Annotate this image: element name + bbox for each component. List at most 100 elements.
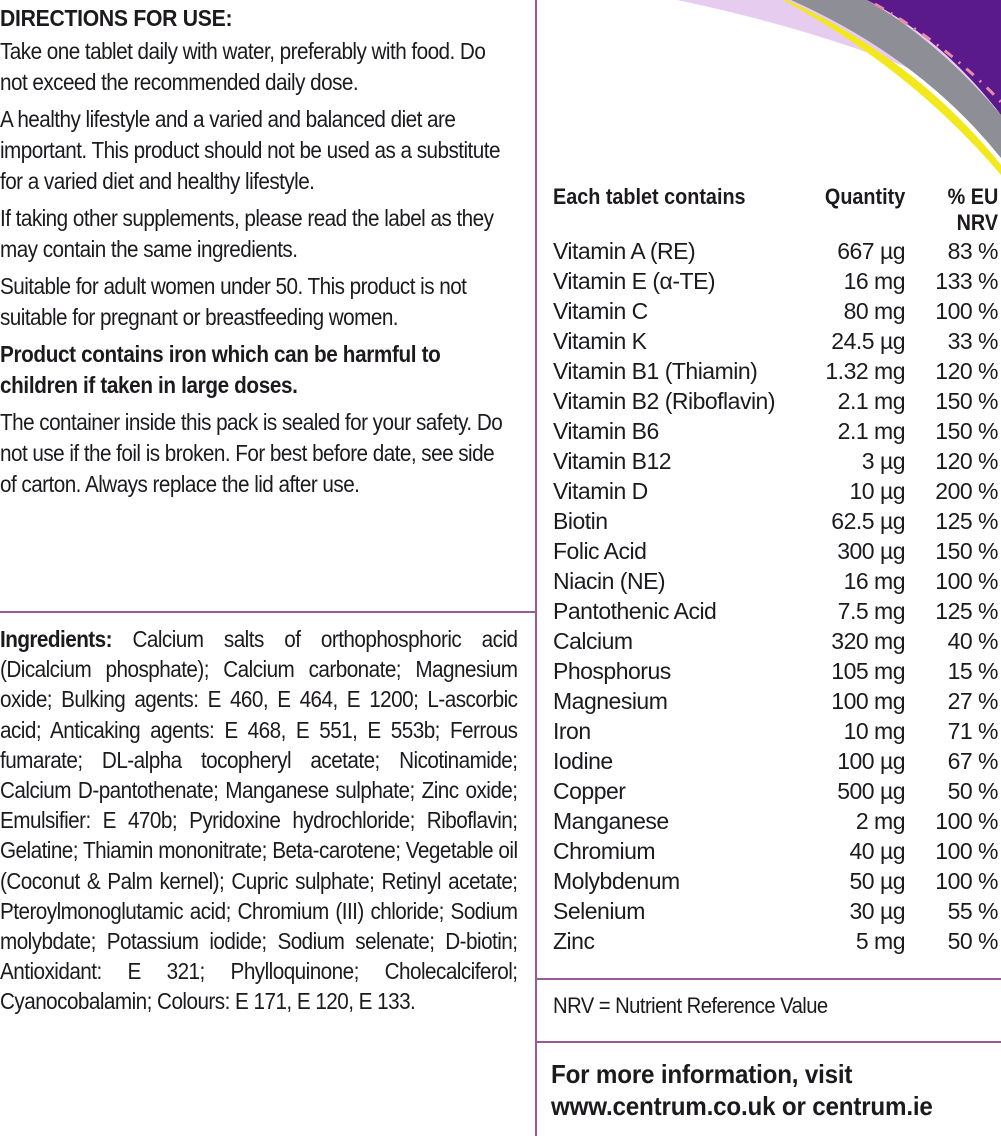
- nutrient-nrv-percent: 100 %: [935, 838, 998, 864]
- storage-note: The container inside this pack is sealed…: [0, 409, 503, 497]
- nutrient-quantity: 10 µg: [849, 478, 905, 504]
- nutrient-quantity: 30 µg: [849, 898, 905, 924]
- nutrient-row: Molybdenum 50 µg 100 %: [553, 866, 999, 896]
- nutrient-row: Vitamin B12 3 µg 120 %: [553, 446, 999, 476]
- nutrient-name: Vitamin A (RE): [553, 238, 696, 264]
- nutrient-row: Copper 500 µg 50 %: [553, 776, 999, 806]
- nutrient-nrv-percent: 100 %: [935, 868, 998, 894]
- nutrient-name: Molybdenum: [553, 868, 680, 894]
- horizontal-divider-table-bottom: [537, 978, 1001, 980]
- nutrient-nrv-percent: 83 %: [947, 238, 999, 264]
- ingredients-text: Calcium salts of orthophosphoric acid (D…: [0, 626, 518, 1015]
- nutrient-quantity: 667 µg: [837, 238, 905, 264]
- nutrient-name: Vitamin B6: [553, 418, 659, 444]
- nutrient-nrv-percent: 125 %: [935, 508, 998, 534]
- iron-warning: Product contains iron which can be harmf…: [0, 341, 441, 398]
- nutrient-row: Vitamin B6 2.1 mg 150 %: [553, 416, 999, 446]
- nutrition-table-body: Vitamin A (RE) 667 µg 83 % Vitamin E (α-TE)…: [553, 236, 999, 956]
- nutrient-name: Folic Acid: [553, 538, 647, 564]
- nutrient-name: Pantothenic Acid: [553, 598, 717, 624]
- nutrient-quantity: 62.5 µg: [831, 508, 905, 534]
- nutrient-nrv-percent: 15 %: [947, 658, 999, 684]
- ingredients-label: Ingredients:: [0, 626, 113, 652]
- column-header-nutrient: Each tablet contains: [553, 184, 746, 209]
- directions-section: DIRECTIONS FOR USE: Take one tablet dail…: [0, 4, 520, 506]
- nutrient-name: Chromium: [553, 838, 656, 864]
- nutrient-quantity: 24.5 µg: [831, 328, 905, 354]
- nutrient-quantity: 3 µg: [861, 448, 906, 474]
- nutrient-quantity: 16 mg: [843, 268, 906, 294]
- nutrient-row: Niacin (NE) 16 mg 100 %: [553, 566, 999, 596]
- nutrient-row: Calcium 320 mg 40 %: [553, 626, 999, 656]
- nutrient-nrv-percent: 150 %: [935, 538, 998, 564]
- column-header-nrv: % EU NRV: [947, 184, 998, 235]
- vertical-divider: [535, 0, 537, 1136]
- nrv-footnote: NRV = Nutrient Reference Value: [553, 993, 828, 1018]
- nutrient-quantity: 40 µg: [849, 838, 905, 864]
- nutrient-nrv-percent: 120 %: [935, 448, 998, 474]
- nutrient-quantity: 500 µg: [837, 778, 905, 804]
- directions-title: DIRECTIONS FOR USE:: [0, 5, 233, 31]
- nutrient-quantity: 1.32 mg: [825, 358, 905, 384]
- nutrient-row: Vitamin C 80 mg 100 %: [553, 296, 999, 326]
- nutrient-row: Pantothenic Acid 7.5 mg 125 %: [553, 596, 999, 626]
- nutrient-nrv-percent: 100 %: [935, 568, 998, 594]
- nutrient-row: Selenium 30 µg 55 %: [553, 896, 999, 926]
- nutrient-name: Copper: [553, 778, 626, 804]
- nutrient-name: Calcium: [553, 628, 633, 654]
- more-info-line: For more information, visit: [551, 1059, 853, 1089]
- directions-paragraph: Suitable for adult women under 50. This …: [0, 273, 467, 330]
- nutrient-quantity: 2.1 mg: [837, 388, 906, 414]
- directions-paragraph: Take one tablet daily with water, prefer…: [0, 38, 486, 95]
- ingredients-section: Ingredients: Calcium salts of orthophosp…: [0, 624, 518, 1017]
- nutrient-row: Vitamin A (RE) 667 µg 83 %: [553, 236, 999, 266]
- nutrient-name: Vitamin B12: [553, 448, 672, 474]
- nutrient-nrv-percent: 150 %: [935, 418, 998, 444]
- nutrition-table: Each tablet contains Quantity % EU NRV Vi…: [553, 184, 999, 956]
- column-header-quantity: Quantity: [824, 184, 905, 209]
- nutrient-name: Vitamin B1 (Thiamin): [553, 358, 758, 384]
- nutrient-quantity: 100 mg: [831, 688, 905, 714]
- nutrient-quantity: 2 mg: [855, 808, 906, 834]
- nutrient-name: Manganese: [553, 808, 669, 834]
- nutrient-quantity: 100 µg: [837, 748, 905, 774]
- nutrient-row: Biotin 62.5 µg 125 %: [553, 506, 999, 536]
- nutrient-row: Zinc 5 mg 50 %: [553, 926, 999, 956]
- nutrient-nrv-percent: 125 %: [935, 598, 998, 624]
- nutrient-name: Vitamin K: [553, 328, 647, 354]
- nutrient-nrv-percent: 133 %: [935, 268, 998, 294]
- nutrient-name: Biotin: [553, 508, 608, 534]
- nutrient-nrv-percent: 27 %: [947, 688, 999, 714]
- nutrient-row: Phosphorus 105 mg 15 %: [553, 656, 999, 686]
- nutrient-nrv-percent: 100 %: [935, 298, 998, 324]
- directions-paragraph: If taking other supplements, please read…: [0, 205, 494, 262]
- nutrient-nrv-percent: 100 %: [935, 808, 998, 834]
- nutrient-quantity: 50 µg: [849, 868, 905, 894]
- nutrient-name: Phosphorus: [553, 658, 671, 684]
- nutrient-row: Manganese 2 mg 100 %: [553, 806, 999, 836]
- horizontal-divider-left: [0, 611, 535, 613]
- nutrient-quantity: 5 mg: [855, 928, 906, 954]
- website-link-text: www.centrum.co.uk or centrum.ie: [551, 1091, 933, 1121]
- nutrient-name: Iron: [553, 718, 591, 744]
- nutrient-nrv-percent: 200 %: [935, 478, 998, 504]
- nutrient-nrv-percent: 67 %: [947, 748, 999, 774]
- nutrient-nrv-percent: 33 %: [947, 328, 999, 354]
- nutrient-name: Vitamin C: [553, 298, 648, 324]
- decorative-swoosh-graphic: [677, 0, 1001, 175]
- nutrient-row: Chromium 40 µg 100 %: [553, 836, 999, 866]
- nutrient-nrv-percent: 50 %: [947, 778, 999, 804]
- nutrient-nrv-percent: 120 %: [935, 358, 998, 384]
- nutrient-row: Vitamin E (α-TE) 16 mg 133 %: [553, 266, 999, 296]
- nutrient-name: Vitamin D: [553, 478, 648, 504]
- horizontal-divider-footnote-bottom: [537, 1041, 1001, 1043]
- nutrient-name: Magnesium: [553, 688, 668, 714]
- nutrient-name: Selenium: [553, 898, 645, 924]
- directions-paragraph: A healthy lifestyle and a varied and bal…: [0, 106, 500, 194]
- nutrient-quantity: 80 mg: [843, 298, 906, 324]
- nutrient-row: Vitamin K 24.5 µg 33 %: [553, 326, 999, 356]
- nutrient-row: Folic Acid 300 µg 150 %: [553, 536, 999, 566]
- nutrient-name: Zinc: [553, 928, 595, 954]
- nutrient-row: Vitamin B1 (Thiamin) 1.32 mg 120 %: [553, 356, 999, 386]
- nutrition-table-header: Each tablet contains Quantity % EU NRV: [553, 184, 998, 236]
